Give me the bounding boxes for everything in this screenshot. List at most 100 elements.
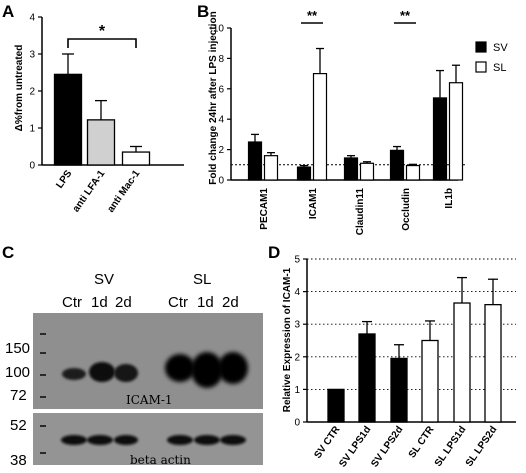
blot-band-sv-2d bbox=[114, 364, 138, 382]
blot-icam-label: ICAM-1 bbox=[126, 393, 173, 407]
panel-d-bar bbox=[391, 358, 407, 422]
panel-d-xtick-label: SL CTR bbox=[407, 424, 437, 460]
panel-a-bar bbox=[55, 74, 82, 165]
blot-lane-3: 2d bbox=[115, 294, 132, 311]
panel-b-bar-sv bbox=[391, 150, 404, 180]
panel-a-ytick-label: 1 bbox=[29, 124, 35, 135]
panel-b-ylabel: Fold change 24hr after LPS injection bbox=[208, 11, 219, 184]
panel-b-bar-sl bbox=[265, 156, 278, 180]
panel-b-legend-label: SL bbox=[493, 62, 506, 74]
panel-a-ytick-label: 4 bbox=[29, 13, 35, 24]
panel-b-xtick-label: ICAM1 bbox=[308, 188, 319, 220]
panel-a-xtick-label: anti Mac-1 bbox=[105, 168, 142, 215]
blot-marker-72: 72 bbox=[10, 387, 27, 404]
panel-b-significance-star: ** bbox=[400, 8, 411, 23]
panel-b-legend-swatch-sl bbox=[476, 62, 486, 72]
blot-band-actin bbox=[87, 435, 113, 445]
panel-b-bar-sv bbox=[249, 142, 262, 180]
panel-c: C SV SL Ctr 1d 2d Ctr 1d 2d 150 100 72 5… bbox=[2, 243, 263, 469]
panel-b-xtick-label: IL1b bbox=[444, 188, 455, 209]
panel-a-ytick-label: 3 bbox=[29, 50, 35, 61]
panel-a-xtick-label: anti LFA-1 bbox=[71, 168, 108, 214]
panel-d-xtick-label: SV LPS2d bbox=[369, 424, 405, 469]
panel-a-ytick-label: 2 bbox=[29, 87, 35, 98]
blot-lane-2: 1d bbox=[91, 294, 108, 311]
blot-band-actin bbox=[220, 435, 246, 445]
ladder-band bbox=[40, 425, 46, 427]
panel-d-bar bbox=[328, 389, 344, 422]
ladder-band bbox=[40, 396, 46, 398]
panel-d-xtick-label: SV LPS1d bbox=[337, 424, 373, 469]
blot-band-actin bbox=[114, 435, 138, 445]
panel-a-xtick-label: LPS bbox=[54, 168, 74, 191]
ladder-band bbox=[40, 352, 46, 354]
panel-a-significance-star: * bbox=[99, 23, 106, 40]
panel-d-ylabel: Relative Expression of ICAM-1 bbox=[282, 267, 293, 412]
panel-d-bar bbox=[454, 303, 470, 422]
panel-b-xtick-label: PECAM1 bbox=[259, 188, 270, 230]
panel-b-bar-sl bbox=[407, 166, 420, 180]
panel-d-ytick-label: 0 bbox=[294, 418, 300, 429]
ladder-band bbox=[40, 374, 46, 376]
blot-band-sv-ctr bbox=[62, 368, 86, 380]
blot-lane-6: 2d bbox=[222, 294, 239, 311]
panel-d-bar bbox=[485, 305, 501, 422]
panel-b-bar-sl bbox=[361, 163, 374, 180]
blot-marker-52: 52 bbox=[10, 417, 27, 434]
panel-label-a: A bbox=[2, 2, 14, 21]
panel-b-legend-swatch-sv bbox=[476, 42, 486, 52]
panel-b-bar-sl bbox=[450, 83, 463, 180]
panel-d-xtick-label: SL LPS2d bbox=[464, 424, 500, 468]
panel-a-ytick-label: 0 bbox=[29, 161, 35, 172]
blot-marker-38: 38 bbox=[10, 452, 27, 469]
panel-d-bar bbox=[422, 341, 438, 423]
blot-group-sv: SV bbox=[94, 271, 114, 288]
panel-b-ytick-label: 0 bbox=[218, 176, 224, 187]
panel-b-ytick-label: 2 bbox=[218, 145, 224, 156]
panel-d-ytick-label: 1 bbox=[294, 385, 300, 396]
panel-a-ylabel: Δ%from untreated bbox=[14, 45, 25, 132]
panel-b: B Fold change 24hr after LPS injection 0… bbox=[197, 2, 508, 235]
ladder-band bbox=[40, 333, 46, 335]
blot-band-actin bbox=[194, 435, 220, 445]
blot-marker-150: 150 bbox=[5, 340, 30, 357]
panel-d-ytick-label: 2 bbox=[294, 352, 300, 363]
panel-b-xtick-label: Occludin bbox=[401, 188, 412, 231]
blot-band-actin bbox=[61, 435, 87, 445]
ladder-band bbox=[40, 452, 46, 454]
blot-band-sl-2d bbox=[218, 352, 248, 384]
panel-label-c: C bbox=[2, 243, 14, 262]
panel-b-bar-sv bbox=[345, 158, 358, 180]
blot-lane-4: Ctr bbox=[168, 294, 188, 311]
blot-marker-100: 100 bbox=[5, 364, 30, 381]
panel-d-ytick-label: 4 bbox=[294, 287, 300, 298]
blot-group-sl: SL bbox=[193, 271, 211, 288]
panel-b-xtick-label: Claudin11 bbox=[355, 188, 366, 236]
panel-b-bar-sl bbox=[314, 74, 327, 180]
blot-band-actin bbox=[167, 435, 193, 445]
blot-actin-label: beta actin bbox=[130, 453, 191, 467]
panel-d: D Relative Expression of ICAM-1 0 1 2 3 4 5 SV… bbox=[268, 243, 516, 469]
blot-band-sv-1d bbox=[89, 362, 115, 382]
blot-band-sl-ctr bbox=[165, 354, 195, 382]
panel-a-bar bbox=[123, 152, 150, 165]
panel-b-ytick-label: 8 bbox=[218, 54, 224, 65]
panel-b-significance-star: ** bbox=[307, 8, 318, 23]
blot-lane-1: Ctr bbox=[62, 294, 82, 311]
panel-b-ytick-label: 6 bbox=[218, 84, 224, 95]
panel-b-ytick-label: 10 bbox=[213, 24, 225, 35]
panel-a-significance-bracket bbox=[68, 39, 136, 48]
panel-b-chart: 0 2 4 6 8 10 PECAM1 ICAM1 Claudin11 Occludin IL1b *… bbox=[213, 8, 508, 235]
panel-b-legend-label: SV bbox=[493, 42, 508, 54]
panel-d-ytick-label: 3 bbox=[294, 320, 300, 331]
panel-b-ytick-label: 4 bbox=[218, 115, 224, 126]
blot-lane-5: 1d bbox=[197, 294, 214, 311]
panel-a-bar bbox=[88, 120, 115, 165]
panel-label-d: D bbox=[268, 243, 280, 262]
panel-b-bar-sv bbox=[434, 98, 447, 180]
panel-d-xtick-label: SV CTR bbox=[312, 424, 342, 461]
panel-b-bar-sv bbox=[298, 167, 311, 180]
